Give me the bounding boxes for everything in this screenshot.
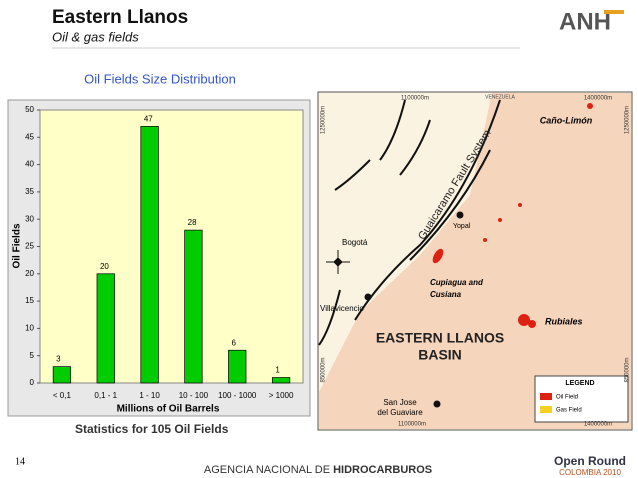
coord-label: 1250000m xyxy=(321,106,327,134)
oil-field xyxy=(498,218,502,222)
bar xyxy=(52,366,72,384)
y-tick-label: 20 xyxy=(25,269,34,278)
title: Eastern Llanos xyxy=(52,7,188,28)
basin-label: EASTERN LLANOS xyxy=(376,330,504,346)
coord-label: 1400000m xyxy=(584,96,612,102)
town-dot xyxy=(364,293,372,301)
y-tick-label: 10 xyxy=(25,324,34,333)
bar xyxy=(184,229,203,384)
y-tick-label: 15 xyxy=(25,296,34,305)
x-tick-label: 0,1 - 1 xyxy=(94,391,117,400)
page-number: 14 xyxy=(15,456,25,467)
oil-field xyxy=(587,103,593,109)
coord-label: 1100000m xyxy=(401,96,429,102)
basin-area xyxy=(319,93,631,429)
fault-line xyxy=(334,159,371,191)
bar xyxy=(228,349,247,384)
x-tick-label: 10 - 100 xyxy=(179,391,209,400)
chart-caption: Statistics for 105 Oil Fields xyxy=(75,422,229,436)
place-label: del Guaviare xyxy=(377,408,423,417)
legend-swatch xyxy=(540,393,552,400)
map: 1100000m 1400000m 1100000m 1400000m 1250… xyxy=(317,91,633,431)
y-tick-label: 25 xyxy=(25,242,34,251)
oil-field xyxy=(432,248,444,264)
y-tick-label: 35 xyxy=(25,187,34,196)
data-label: 47 xyxy=(144,114,153,123)
oil-field xyxy=(518,314,530,326)
chart-title: Oil Fields Size Distribution xyxy=(84,71,236,86)
fault-line xyxy=(409,149,491,261)
logo-accent xyxy=(604,10,624,14)
fault-line xyxy=(318,289,341,346)
map-coords: 1100000m 1400000m 1100000m 1400000m 1250… xyxy=(321,96,631,428)
coord-label: 1250000m xyxy=(625,106,631,134)
oil-field xyxy=(528,320,536,328)
fault-line xyxy=(379,99,406,161)
bar xyxy=(96,273,115,384)
basin-label: BASIN xyxy=(418,347,462,363)
y-axis-label: Oil Fields xyxy=(12,223,23,268)
oil-field xyxy=(518,203,522,207)
agency-prefix: AGENCIA NACIONAL DE xyxy=(204,464,333,476)
y-tick-label: 5 xyxy=(30,351,35,360)
data-label: 1 xyxy=(275,366,280,375)
place-label: Yopal xyxy=(453,223,471,230)
brand: Open Round xyxy=(554,454,626,468)
place-label: San Jose xyxy=(383,398,417,407)
place-label: Rubiales xyxy=(545,316,583,326)
compass xyxy=(326,250,350,274)
logo: ANH xyxy=(559,8,611,35)
bar xyxy=(271,377,291,384)
y-tick-label: 45 xyxy=(25,132,34,141)
x-tick-label: 100 - 1000 xyxy=(218,391,257,400)
data-label: 3 xyxy=(56,355,61,364)
oil-field xyxy=(483,238,487,242)
faults xyxy=(318,99,501,346)
plot-area xyxy=(39,109,304,384)
place-label: Bogotá xyxy=(342,238,368,247)
legend-label: Gas Field xyxy=(556,408,582,414)
coord-label: 850000m xyxy=(321,357,327,382)
data-label: 6 xyxy=(231,338,236,347)
x-tick-label: > 1000 xyxy=(269,391,294,400)
agency-bold: HIDROCARBUROS xyxy=(333,464,432,476)
x-tick-label: < 0,1 xyxy=(53,391,72,400)
place-label: Cupiagua and xyxy=(430,278,484,287)
brand-sub: COLOMBIA 2010 xyxy=(559,468,621,477)
country-label: VENEZUELA xyxy=(485,94,515,100)
y-tick-label: 40 xyxy=(25,160,34,169)
x-axis-label: Millions of Oil Barrels xyxy=(117,404,220,415)
oil-fields xyxy=(432,103,593,328)
bar xyxy=(140,126,159,384)
fault-line xyxy=(354,99,501,321)
legend-title: LEGEND xyxy=(565,380,594,387)
place-label: Cusiana xyxy=(430,290,462,299)
data-label: 20 xyxy=(100,262,109,271)
y-tick-label: 50 xyxy=(25,105,34,114)
y-tick-label: 30 xyxy=(25,214,34,223)
place-label: Villavicencio xyxy=(320,304,364,313)
coord-label: 1400000m xyxy=(584,422,612,428)
legend-swatch xyxy=(540,406,552,413)
subtitle: Oil & gas fields xyxy=(52,29,139,44)
coord-label: 850000m xyxy=(625,357,631,382)
y-tick-label: 0 xyxy=(30,378,35,387)
data-label: 28 xyxy=(188,218,197,227)
place-label: Caño-Limón xyxy=(540,115,593,125)
coord-label: 1100000m xyxy=(398,422,426,428)
legend-label: Oil Field xyxy=(556,395,578,401)
town-dot xyxy=(456,211,464,219)
x-tick-label: 1 - 10 xyxy=(139,391,160,400)
agency: AGENCIA NACIONAL DE HIDROCARBUROS xyxy=(204,464,432,476)
town-dot xyxy=(433,400,441,408)
towns xyxy=(364,211,464,408)
fault-line xyxy=(399,119,431,176)
